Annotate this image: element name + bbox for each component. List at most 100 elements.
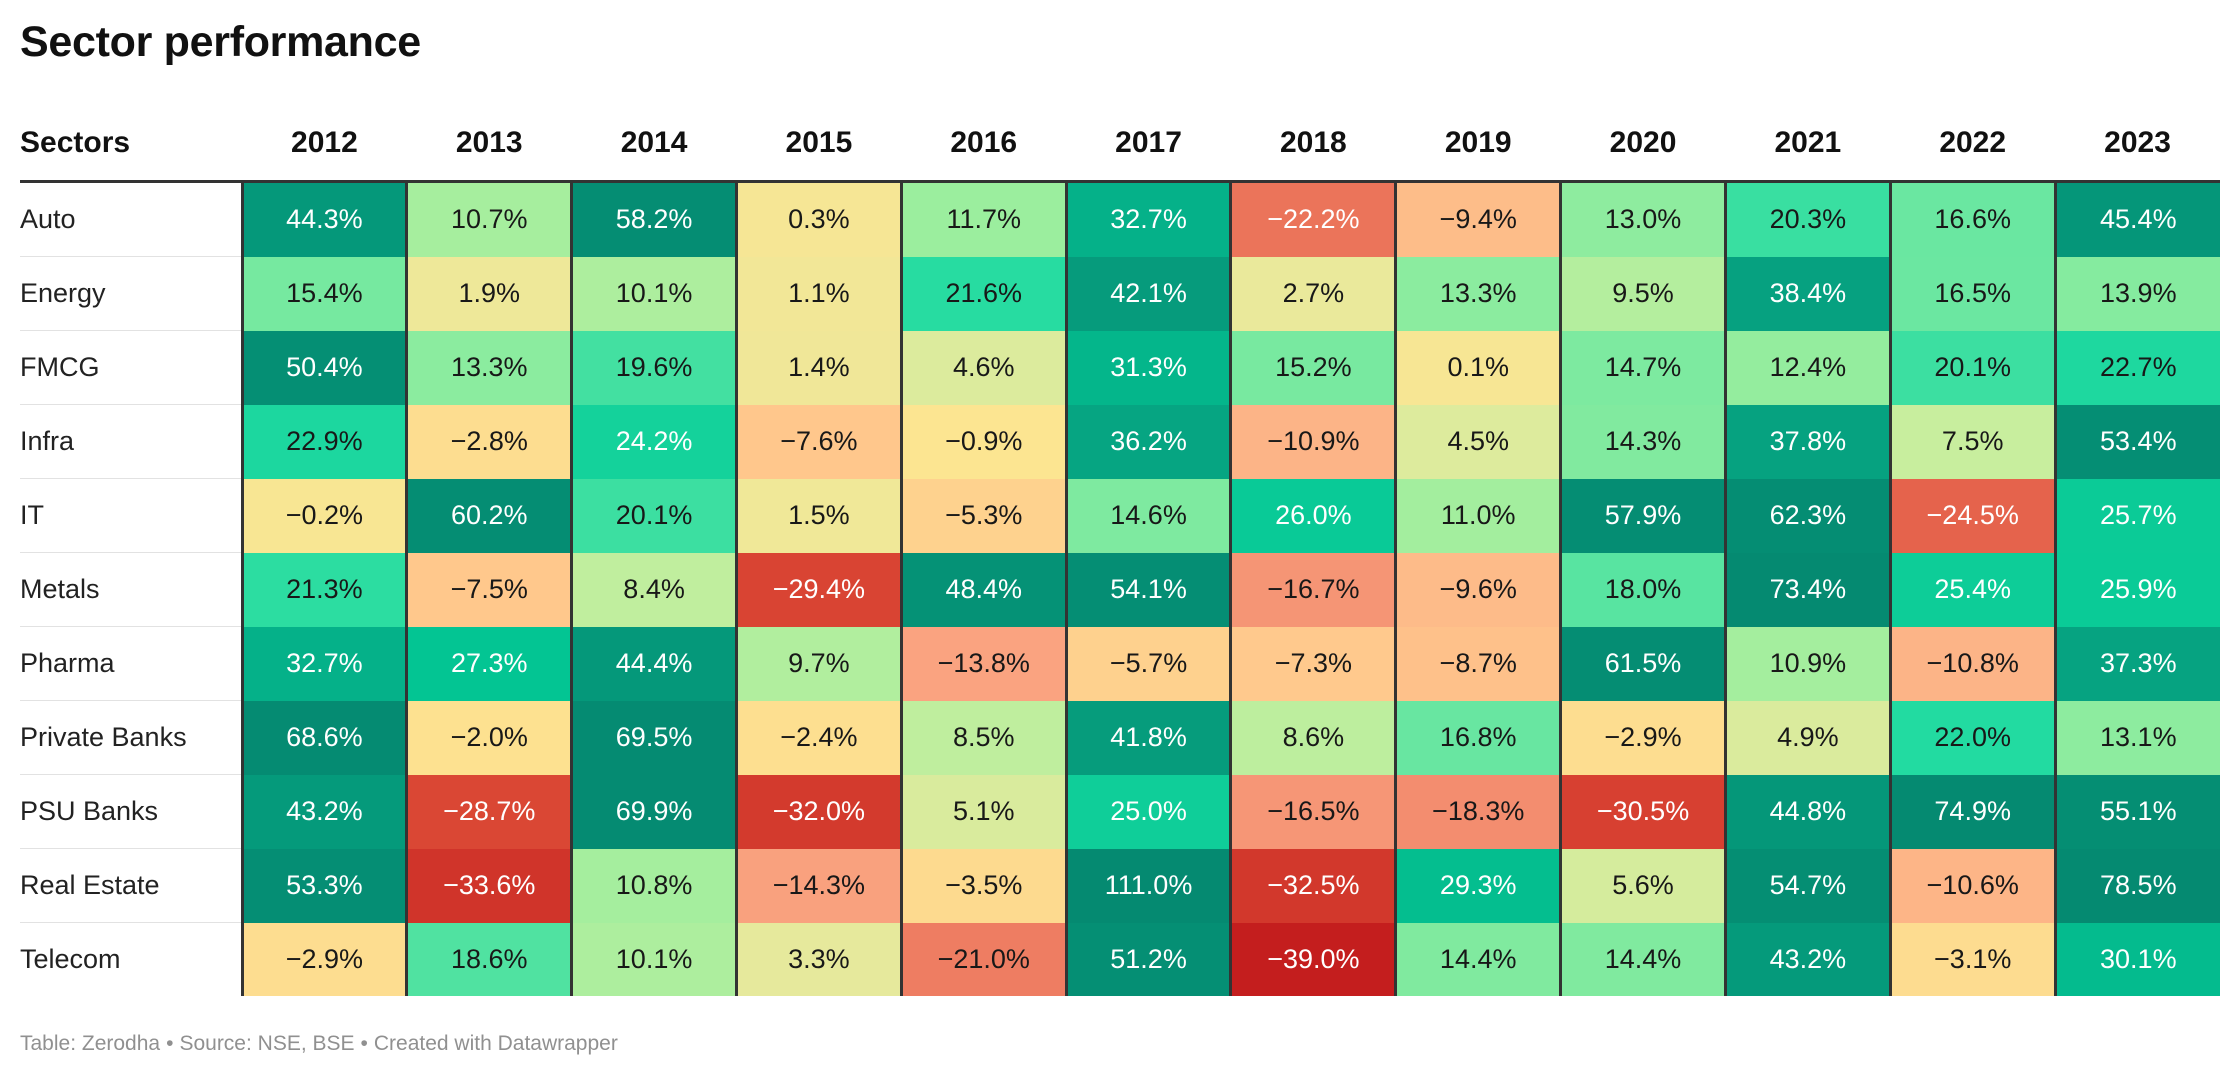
heatmap-cell: −21.0% bbox=[899, 922, 1067, 996]
heatmap-cell: 60.2% bbox=[405, 478, 572, 553]
table-body: Auto 44.3% 10.7% 58.2% 0.3% 11.7% 32.7% −22.2% −… bbox=[20, 181, 2220, 996]
heatmap-cell: 25.4% bbox=[1888, 552, 2056, 627]
sector-name-cell: FMCG bbox=[20, 330, 242, 405]
heatmap-cell: 20.1% bbox=[570, 478, 737, 553]
heatmap-cell: 26.0% bbox=[1229, 478, 1396, 553]
heatmap-cell: 21.6% bbox=[899, 256, 1067, 331]
heatmap-cell: 14.4% bbox=[1394, 922, 1561, 996]
sector-name-cell: Auto bbox=[20, 181, 242, 257]
heatmap-cell: 13.0% bbox=[1559, 181, 1726, 257]
heatmap-cell: 1.9% bbox=[405, 256, 572, 331]
heatmap-cell: −5.7% bbox=[1064, 626, 1231, 701]
heatmap-cell: 44.8% bbox=[1723, 774, 1891, 849]
heatmap-cell: 13.3% bbox=[405, 330, 572, 405]
heatmap-cell: 8.5% bbox=[899, 700, 1067, 775]
heatmap-cell: 14.7% bbox=[1559, 330, 1726, 405]
heatmap-cell: 14.4% bbox=[1559, 922, 1726, 996]
heatmap-cell: −2.9% bbox=[240, 922, 407, 996]
heatmap-cell: 73.4% bbox=[1723, 552, 1891, 627]
heatmap-cell: 19.6% bbox=[570, 330, 737, 405]
heatmap-cell: 10.8% bbox=[570, 848, 737, 923]
heatmap-cell: 25.9% bbox=[2053, 552, 2220, 627]
heatmap-cell: 37.3% bbox=[2053, 626, 2220, 701]
heatmap-cell: −10.8% bbox=[1888, 626, 2056, 701]
column-header-year: 2015 bbox=[736, 106, 902, 183]
heatmap-cell: 22.0% bbox=[1888, 700, 2056, 775]
heatmap-cell: −3.1% bbox=[1888, 922, 2056, 996]
heatmap-cell: 9.5% bbox=[1559, 256, 1726, 331]
sector-name-cell: Metals bbox=[20, 552, 242, 627]
heatmap-cell: −10.6% bbox=[1888, 848, 2056, 923]
heatmap-cell: 4.6% bbox=[899, 330, 1067, 405]
sector-name-cell: Energy bbox=[20, 256, 242, 331]
heatmap-cell: 4.9% bbox=[1723, 700, 1891, 775]
heatmap-cell: 53.4% bbox=[2053, 404, 2220, 479]
heatmap-cell: 41.8% bbox=[1064, 700, 1231, 775]
table-row: FMCG 50.4% 13.3% 19.6% 1.4% 4.6% 31.3% 15.2% 0.1… bbox=[20, 330, 2220, 405]
heatmap-cell: 22.9% bbox=[240, 404, 407, 479]
column-header-year: 2021 bbox=[1725, 106, 1891, 183]
heatmap-cell: 38.4% bbox=[1723, 256, 1891, 331]
column-header-year: 2023 bbox=[2055, 106, 2220, 183]
sector-name-cell: Infra bbox=[20, 404, 242, 479]
separator-dot: • bbox=[360, 1032, 368, 1055]
column-header-year: 2013 bbox=[406, 106, 572, 183]
heatmap-cell: 13.9% bbox=[2053, 256, 2220, 331]
heatmap-cell: −7.3% bbox=[1229, 626, 1396, 701]
heatmap-cell: 3.3% bbox=[734, 922, 902, 996]
table-row: Real Estate 53.3% −33.6% 10.8% −14.3% −3.5% 11… bbox=[20, 848, 2220, 923]
heatmap-cell: 1.1% bbox=[734, 256, 902, 331]
heatmap-cell: 25.0% bbox=[1064, 774, 1231, 849]
source-credit: Source: NSE, BSE bbox=[179, 1032, 355, 1055]
heatmap-cell: −5.3% bbox=[899, 478, 1067, 553]
heatmap-cell: 29.3% bbox=[1394, 848, 1561, 923]
heatmap-cell: −29.4% bbox=[734, 552, 902, 627]
heatmap-cell: −8.7% bbox=[1394, 626, 1561, 701]
heatmap-cell: 62.3% bbox=[1723, 478, 1891, 553]
heatmap-cell: 11.0% bbox=[1394, 478, 1561, 553]
heatmap-cell: 78.5% bbox=[2053, 848, 2220, 923]
heatmap-cell: 15.2% bbox=[1229, 330, 1396, 405]
heatmap-cell: 68.6% bbox=[240, 700, 407, 775]
heatmap-cell: 36.2% bbox=[1064, 404, 1231, 479]
heatmap-cell: 14.3% bbox=[1559, 404, 1726, 479]
heatmap-cell: 22.7% bbox=[2053, 330, 2220, 405]
heatmap-cell: −13.8% bbox=[899, 626, 1067, 701]
heatmap-cell: −2.9% bbox=[1559, 700, 1726, 775]
heatmap-cell: 1.4% bbox=[734, 330, 902, 405]
heatmap-cell: 57.9% bbox=[1559, 478, 1726, 553]
heatmap-cell: −32.0% bbox=[734, 774, 902, 849]
heatmap-cell: 16.5% bbox=[1888, 256, 2056, 331]
page-title: Sector performance bbox=[20, 18, 421, 66]
footer-credits: Table: Zerodha • Source: NSE, BSE • Created … bbox=[20, 1032, 618, 1056]
column-header-year: 2014 bbox=[571, 106, 737, 183]
table-row: IT −0.2% 60.2% 20.1% 1.5% −5.3% 14.6% 26.0% 11.0… bbox=[20, 478, 2220, 553]
heatmap-cell: 32.7% bbox=[1064, 181, 1231, 257]
column-header-year: 2017 bbox=[1066, 106, 1231, 183]
heatmap-cell: −7.5% bbox=[405, 552, 572, 627]
heatmap-cell: 10.7% bbox=[405, 181, 572, 257]
heatmap-cell: −14.3% bbox=[734, 848, 902, 923]
heatmap-cell: −16.5% bbox=[1229, 774, 1396, 849]
heatmap-cell: −16.7% bbox=[1229, 552, 1396, 627]
heatmap-cell: 50.4% bbox=[240, 330, 407, 405]
heatmap-cell: 48.4% bbox=[899, 552, 1067, 627]
heatmap-cell: 53.3% bbox=[240, 848, 407, 923]
table-row: Private Banks 68.6% −2.0% 69.5% −2.4% 8.5% 41.… bbox=[20, 700, 2220, 775]
column-header-year: 2016 bbox=[901, 106, 1067, 183]
heatmap-cell: 30.1% bbox=[2053, 922, 2220, 996]
heatmap-cell: 58.2% bbox=[570, 181, 737, 257]
heatmap-cell: −24.5% bbox=[1888, 478, 2056, 553]
heatmap-cell: 18.6% bbox=[405, 922, 572, 996]
sector-name-cell: PSU Banks bbox=[20, 774, 242, 849]
heatmap-cell: 43.2% bbox=[1723, 922, 1891, 996]
heatmap-cell: 4.5% bbox=[1394, 404, 1561, 479]
heatmap-cell: 31.3% bbox=[1064, 330, 1231, 405]
table-row: Energy 15.4% 1.9% 10.1% 1.1% 21.6% 42.1% 2.7% 13… bbox=[20, 256, 2220, 331]
heatmap-cell: 11.7% bbox=[899, 181, 1067, 257]
row-header: Sectors bbox=[20, 106, 242, 183]
table-row: Pharma 32.7% 27.3% 44.4% 9.7% −13.8% −5.7% −7.3… bbox=[20, 626, 2220, 701]
sector-name-cell: Telecom bbox=[20, 944, 121, 974]
heatmap-cell: 2.7% bbox=[1229, 256, 1396, 331]
